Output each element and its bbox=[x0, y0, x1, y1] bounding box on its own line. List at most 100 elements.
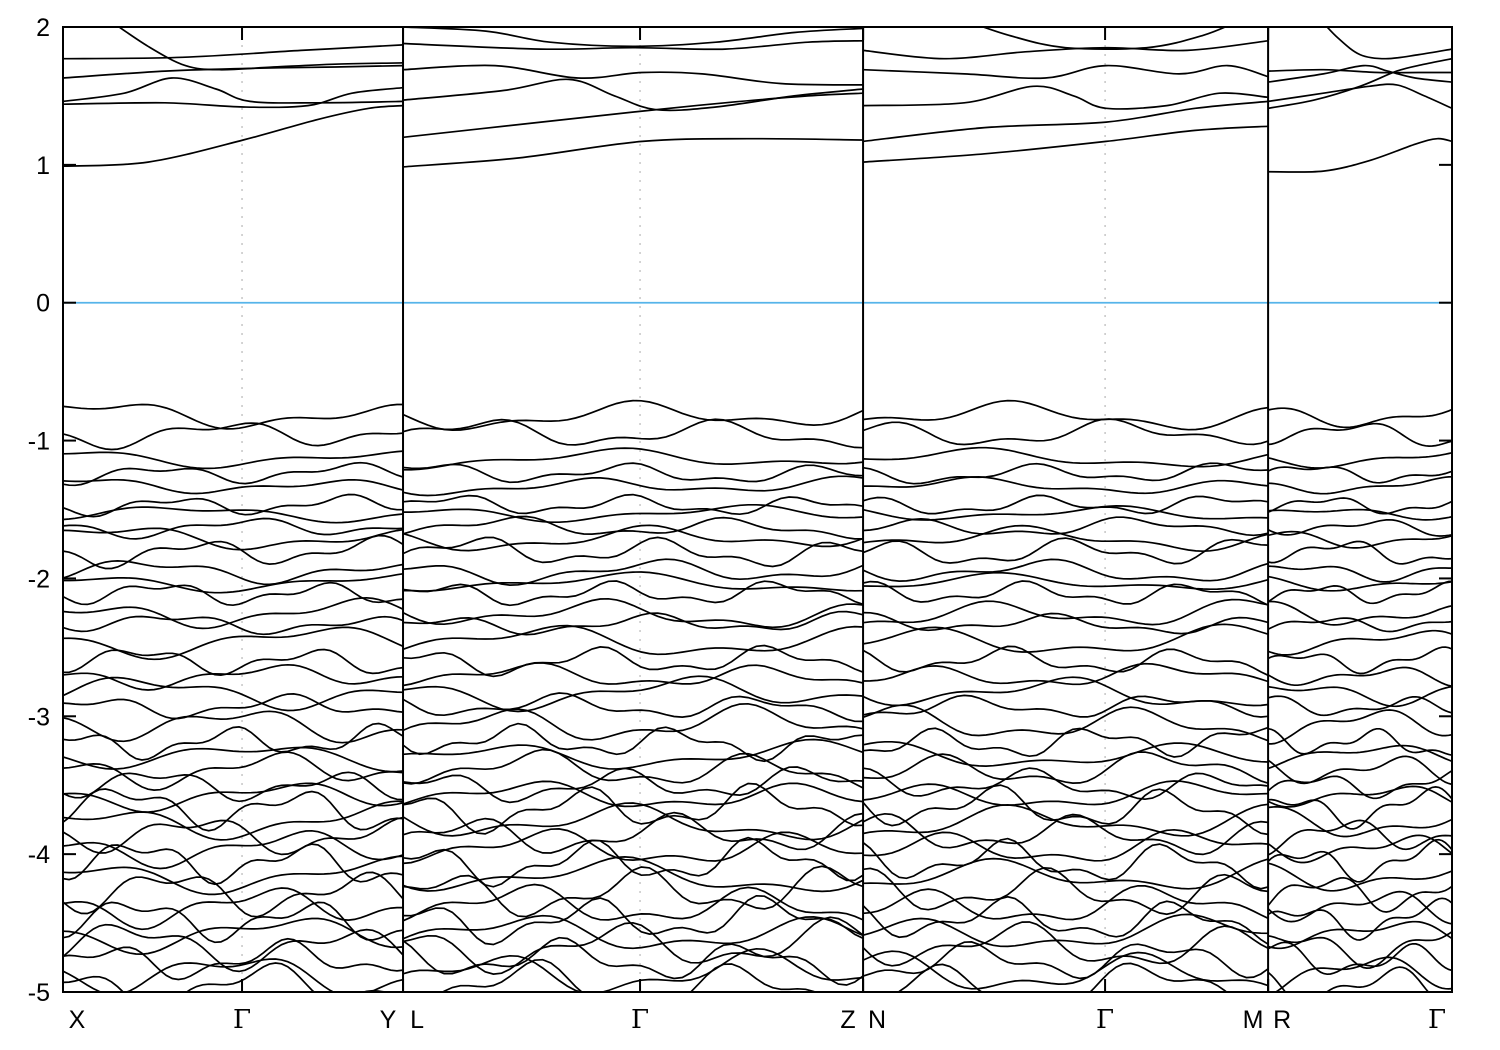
valence-band bbox=[402, 702, 864, 741]
conduction-band bbox=[863, 85, 1269, 110]
valence-band bbox=[862, 598, 1269, 626]
valence-band bbox=[862, 950, 1269, 990]
valence-band bbox=[402, 766, 864, 804]
valence-band bbox=[402, 780, 864, 808]
conduction-band bbox=[402, 64, 864, 86]
valence-band bbox=[1267, 966, 1430, 992]
valence-band bbox=[402, 916, 864, 975]
valence-band bbox=[402, 662, 864, 687]
conduction-band bbox=[1267, 83, 1452, 110]
plot-frame bbox=[62, 26, 1453, 993]
valence-band bbox=[1268, 786, 1452, 830]
valence-band bbox=[1267, 575, 1452, 592]
valence-band bbox=[402, 722, 864, 763]
valence-band bbox=[1267, 785, 1452, 808]
valence-band bbox=[63, 615, 404, 636]
valence-band bbox=[63, 403, 403, 430]
conduction-band bbox=[63, 64, 404, 79]
valence-band bbox=[402, 418, 864, 449]
valence-band bbox=[862, 645, 1269, 677]
valence-band bbox=[63, 788, 404, 832]
valence-band bbox=[402, 610, 864, 636]
valence-band bbox=[1267, 941, 1452, 976]
valence-band bbox=[862, 623, 1269, 653]
valence-band bbox=[63, 596, 404, 630]
valence-band bbox=[402, 748, 864, 789]
conduction-band bbox=[863, 100, 1269, 143]
valence-band bbox=[862, 803, 1269, 837]
valence-band bbox=[63, 782, 404, 813]
valence-band bbox=[862, 780, 1269, 807]
valence-band bbox=[1267, 744, 1452, 770]
band-curves bbox=[63, 27, 1452, 992]
valence-band bbox=[402, 558, 864, 586]
valence-band bbox=[863, 726, 1269, 758]
x-tick-label: Γ bbox=[1428, 1005, 1446, 1035]
valence-band bbox=[63, 751, 404, 791]
valence-band bbox=[1268, 565, 1452, 583]
conduction-band bbox=[402, 39, 864, 51]
conduction-band bbox=[402, 78, 864, 112]
valence-band bbox=[402, 782, 864, 835]
conduction-band bbox=[863, 39, 1269, 60]
valence-band bbox=[63, 901, 404, 944]
valence-band bbox=[863, 611, 1269, 635]
valence-band bbox=[63, 422, 404, 451]
valence-band bbox=[862, 767, 1269, 801]
valence-band bbox=[1267, 530, 1452, 549]
valence-band bbox=[63, 855, 404, 896]
x-tick-label: L bbox=[410, 1006, 424, 1034]
valence-band bbox=[402, 597, 864, 629]
axis-ticks bbox=[62, 26, 1453, 993]
conduction-band bbox=[402, 27, 864, 48]
x-tick-label: X bbox=[69, 1006, 86, 1034]
valence-band bbox=[1267, 805, 1452, 838]
valence-band bbox=[402, 894, 864, 946]
valence-band bbox=[1268, 475, 1452, 495]
valence-band bbox=[63, 676, 404, 712]
valence-band bbox=[402, 856, 864, 893]
valence-band bbox=[1268, 600, 1452, 626]
valence-band bbox=[402, 536, 864, 568]
valence-band bbox=[63, 771, 404, 803]
valence-band bbox=[1267, 920, 1452, 950]
valence-band bbox=[1267, 930, 1452, 969]
valence-band bbox=[402, 644, 864, 678]
y-tick-label: -5 bbox=[28, 979, 50, 1007]
valence-band bbox=[1267, 518, 1452, 537]
x-tick-label: Z bbox=[840, 1006, 855, 1034]
valence-band bbox=[862, 399, 1269, 431]
valence-band bbox=[862, 837, 1269, 890]
valence-band bbox=[1267, 422, 1452, 447]
valence-band bbox=[402, 802, 864, 841]
valence-band bbox=[1268, 508, 1452, 521]
valence-band bbox=[403, 580, 864, 607]
conduction-band bbox=[1325, 27, 1452, 60]
conduction-band bbox=[63, 44, 404, 60]
valence-band bbox=[863, 751, 1269, 785]
valence-band bbox=[402, 836, 864, 888]
conduction-band bbox=[980, 27, 1228, 51]
valence-band bbox=[63, 527, 404, 551]
valence-band bbox=[403, 447, 864, 471]
valence-band bbox=[63, 517, 404, 540]
valence-band bbox=[1267, 769, 1452, 800]
valence-band bbox=[863, 884, 1269, 921]
valence-band bbox=[1267, 580, 1452, 605]
conduction-band bbox=[1267, 64, 1452, 83]
valence-band bbox=[862, 462, 1269, 485]
x-tick-label: R bbox=[1273, 1006, 1291, 1034]
valence-band bbox=[63, 958, 404, 992]
valence-band bbox=[63, 450, 404, 470]
valence-band bbox=[63, 937, 404, 981]
valence-band bbox=[862, 418, 1269, 446]
y-axis-labels: 2 1 0 -1 -2 -3 -4 -5 bbox=[28, 14, 50, 1007]
valence-band bbox=[63, 923, 404, 973]
valence-band bbox=[1267, 727, 1452, 757]
valence-band bbox=[1267, 466, 1452, 484]
valence-band bbox=[1267, 695, 1452, 717]
valence-band bbox=[862, 694, 1269, 718]
valence-band bbox=[403, 503, 864, 524]
valence-band bbox=[63, 534, 404, 570]
